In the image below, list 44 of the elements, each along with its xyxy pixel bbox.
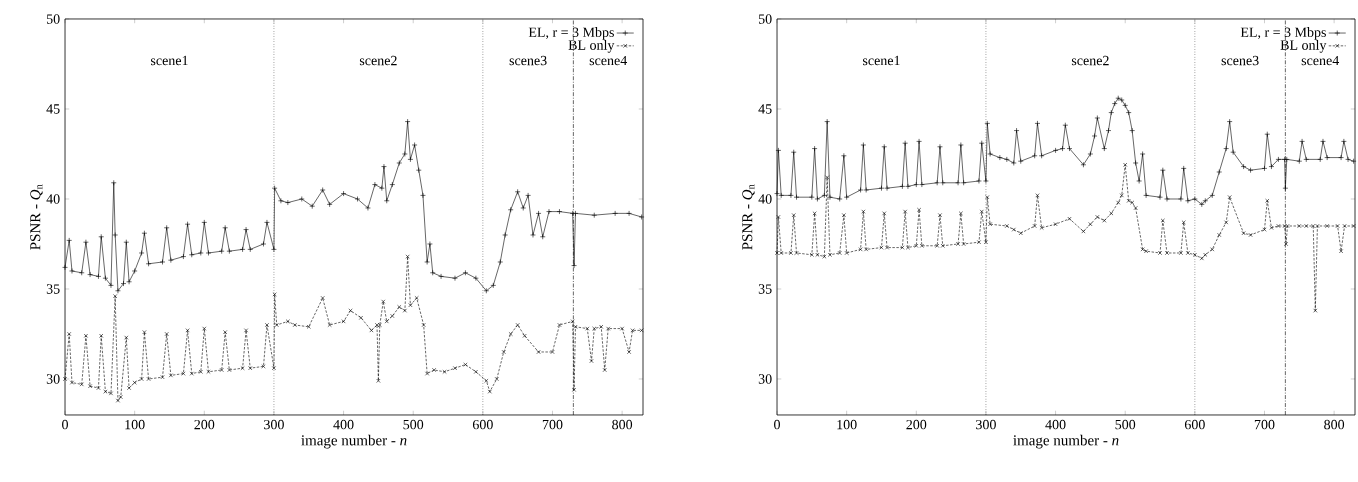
x-tick-label: 600: [472, 419, 493, 430]
x-tick-label: 200: [194, 419, 215, 430]
x-tick-label: 300: [976, 419, 996, 430]
x-tick-label: 800: [1324, 419, 1345, 430]
x-tick-label: 700: [1254, 419, 1275, 430]
y-tick-label: 45: [758, 104, 772, 114]
annotation: scene3: [509, 55, 547, 66]
y-tick-label: 45: [46, 104, 60, 114]
y-tick-label: 50: [758, 14, 772, 24]
x-tick-label: 800: [612, 419, 633, 430]
x-tick-label: 0: [62, 419, 68, 430]
y-tick-label: 50: [46, 14, 60, 24]
annotation: scene4: [589, 55, 628, 66]
y-tick-label: 35: [46, 284, 60, 294]
annotation: scene1: [151, 55, 188, 66]
x-tick-label: 100: [125, 419, 145, 430]
x-tick-label: 400: [1045, 419, 1066, 430]
x-tick-label: 400: [333, 419, 354, 430]
x-tick-label: 200: [906, 419, 927, 430]
y-axis-title: PSNR - Q$_{n}$: [742, 184, 755, 250]
x-tick-label: 600: [1184, 419, 1205, 430]
annotation: scene3: [1221, 55, 1259, 66]
legend-label: EL, r = 3 Mbps: [528, 27, 614, 40]
annotation: scene1: [863, 55, 900, 66]
x-tick-label: 0: [774, 419, 780, 430]
y-axis-title: PSNR - Q$_{n}$: [30, 184, 43, 250]
x-tick-label: 700: [542, 419, 563, 430]
y-tick-label: 30: [46, 374, 60, 384]
x-tick-label: 300: [264, 419, 284, 430]
x-tick-label: 500: [1115, 419, 1136, 430]
x-tick-label: 500: [403, 419, 424, 430]
x-axis-title: image number - n: [1013, 434, 1119, 449]
legend-label: BL only: [568, 39, 615, 53]
legend-label: EL, r = 3 Mbps: [1240, 27, 1326, 40]
y-tick-label: 35: [758, 284, 772, 294]
annotation: scene2: [1071, 55, 1109, 66]
x-axis-title: image number - n: [301, 434, 407, 449]
x-tick-label: 100: [837, 419, 857, 430]
legend-label: BL only: [1280, 39, 1327, 53]
y-tick-label: 30: [758, 374, 772, 384]
y-tick-label: 40: [758, 194, 772, 204]
y-tick-label: 40: [46, 194, 60, 204]
annotation: scene4: [1301, 55, 1340, 66]
annotation: scene2: [359, 55, 397, 66]
